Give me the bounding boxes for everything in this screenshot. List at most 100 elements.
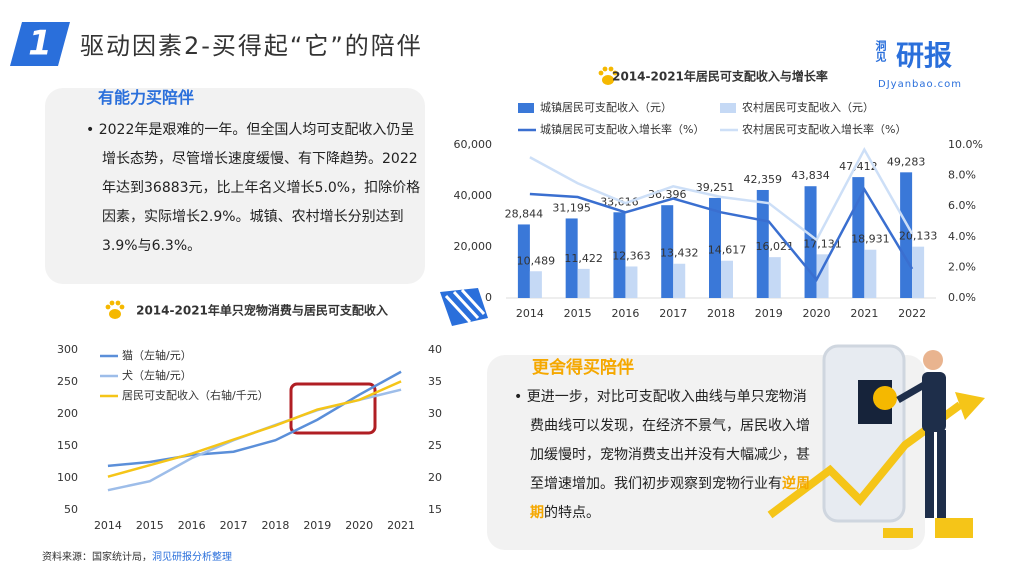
legend-swatch [720, 103, 736, 113]
highlight-box [289, 382, 377, 435]
value-label: 13,432 [660, 247, 699, 260]
line [529, 146, 914, 242]
page-title: 驱动因素2-买得起“它”的陪伴 [80, 32, 423, 60]
bar [768, 257, 781, 298]
value-label: 17,131 [803, 237, 842, 250]
y2-tick-label: 25 [428, 439, 442, 452]
x-tick-label: 2019 [755, 307, 783, 320]
paw-icon [109, 309, 121, 319]
source-text: 资料来源：国家统计局， [42, 552, 152, 563]
legend-label: 城镇居民可支配收入增长率（%） [540, 122, 704, 136]
value-label: 39,251 [696, 181, 735, 194]
source: 资料来源：国家统计局，洞见研报分析整理 [42, 548, 232, 563]
logo-small: 洞见 [874, 39, 887, 63]
ability-heading: 有能力买陪伴 [98, 88, 195, 107]
y-tick-label: 200 [57, 407, 78, 420]
bar [577, 268, 590, 298]
value-label: 12,363 [612, 249, 651, 262]
x-tick-label: 2021 [850, 307, 878, 320]
value-label: 28,844 [505, 207, 544, 220]
x-tick-label: 2022 [898, 307, 926, 320]
y2-tick-label: 15 [428, 503, 442, 516]
bar [625, 266, 638, 298]
y2-tick-label: 20 [428, 471, 442, 484]
willing-bullet: 更进一步，对比可支配收入曲线与单只宠物消费曲线可以发现，在经济不景气，居民收入增… [526, 389, 810, 492]
legend-label: 居民可支配收入（右轴/千元） [122, 388, 269, 402]
willing-bullet-end: 的特点。 [544, 505, 600, 521]
logo-large: 研报 [896, 39, 952, 72]
section-number: 1 [28, 24, 52, 64]
legend-label: 犬（左轴/元） [122, 368, 192, 382]
x-tick-label: 2016 [178, 519, 206, 532]
x-tick-label: 2014 [94, 519, 122, 532]
line [107, 380, 402, 478]
legend-label: 农村居民可支配收入（元） [742, 100, 874, 114]
x-tick-label: 2020 [345, 519, 373, 532]
ability-bullet: 2022年是艰难的一年。但全国人均可支配收入仍呈增长态势，尽管增长速度缓慢、有下… [98, 122, 421, 254]
value-label: 47,412 [839, 160, 878, 173]
x-tick-label: 2019 [303, 519, 331, 532]
value-label: 43,834 [791, 169, 830, 182]
paw-icon [602, 66, 608, 72]
number-badge [10, 22, 70, 66]
bar [565, 218, 578, 298]
x-tick-label: 2020 [803, 307, 831, 320]
y2-tick-label: 0.0% [948, 291, 976, 304]
bar [529, 271, 542, 298]
x-tick-label: 2021 [387, 519, 415, 532]
y-tick-label: 250 [57, 375, 78, 388]
line [107, 370, 402, 468]
line [529, 186, 914, 282]
legend-label: 猫（左轴/元） [122, 348, 192, 362]
paw-icon [109, 300, 115, 306]
y-tick-label: 50 [64, 503, 78, 516]
x-tick-label: 2016 [611, 307, 639, 320]
value-label: 42,359 [744, 173, 783, 186]
y2-tick-label: 4.0% [948, 230, 976, 243]
paw-icon [608, 66, 614, 72]
y2-tick-label: 10.0% [948, 138, 983, 151]
y2-tick-label: 35 [428, 375, 442, 388]
bar [721, 260, 733, 298]
y-tick-label: 0 [485, 291, 492, 304]
bar [900, 172, 913, 298]
willing-text: • 更进一步，对比可支配收入曲线与单只宠物消费曲线可以发现，在经济不景气，居民收… [514, 389, 810, 521]
value-label: 49,283 [887, 155, 926, 168]
value-label: 16,021 [756, 240, 795, 253]
x-tick-label: 2017 [659, 307, 687, 320]
value-label: 14,617 [708, 244, 747, 257]
bar [517, 224, 530, 298]
y-tick-label: 60,000 [454, 138, 493, 151]
y2-tick-label: 40 [428, 343, 442, 356]
x-tick-label: 2018 [707, 307, 735, 320]
bar [661, 205, 674, 298]
paw-icon [602, 75, 614, 85]
y-tick-label: 20,000 [454, 240, 493, 253]
bar [673, 263, 686, 298]
y-tick-label: 40,000 [454, 189, 493, 202]
x-tick-label: 2015 [136, 519, 164, 532]
paw-icon [598, 70, 604, 76]
paw-icon [115, 300, 121, 306]
x-tick-label: 2014 [516, 307, 544, 320]
willing-highlight: 逆周期 [530, 476, 810, 521]
value-label: 10,489 [517, 254, 556, 267]
bar [613, 212, 626, 298]
bar [756, 189, 769, 298]
value-label: 31,195 [552, 201, 591, 214]
legend-label: 城镇居民可支配收入（元） [540, 100, 672, 114]
source-link: 洞见研报分析整理 [152, 552, 232, 563]
paw-icon [612, 70, 618, 76]
striped-cube [440, 288, 488, 326]
y-tick-label: 300 [57, 343, 78, 356]
y-tick-label: 150 [57, 439, 78, 452]
value-label: 11,422 [564, 252, 603, 265]
bar [912, 246, 925, 298]
y-tick-label: 100 [57, 471, 78, 484]
chart-title: 2014-2021年居民可支配收入与增长率 [612, 69, 828, 84]
illustration [767, 344, 985, 538]
legend-label: 农村居民可支配收入增长率（%） [742, 122, 906, 136]
bar [864, 249, 877, 298]
y2-tick-label: 6.0% [948, 199, 976, 212]
